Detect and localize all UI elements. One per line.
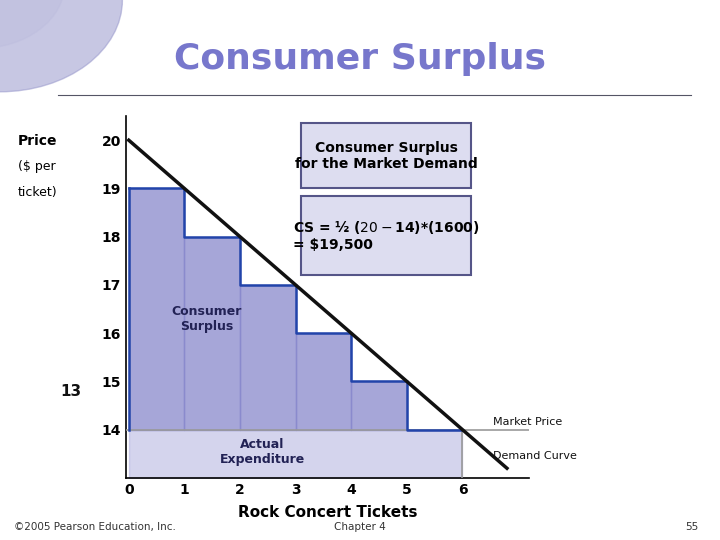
Text: CS = ½ ($20 - $14)*(1600)
= $19,500: CS = ½ ($20 - $14)*(1600) = $19,500 <box>292 219 480 252</box>
Text: 55: 55 <box>685 522 698 532</box>
Text: Price: Price <box>17 134 57 149</box>
Text: ticket): ticket) <box>17 186 57 199</box>
FancyBboxPatch shape <box>301 123 471 188</box>
Text: Consumer
Surplus: Consumer Surplus <box>171 305 242 333</box>
Text: Market Price: Market Price <box>493 417 562 427</box>
Text: Demand Curve: Demand Curve <box>493 451 577 461</box>
Text: Consumer Surplus
for the Market Demand: Consumer Surplus for the Market Demand <box>294 141 477 171</box>
Circle shape <box>0 0 65 49</box>
Text: Chapter 4: Chapter 4 <box>334 522 386 532</box>
Circle shape <box>0 0 122 92</box>
Text: 13: 13 <box>60 384 81 399</box>
Text: ($ per: ($ per <box>19 160 56 173</box>
FancyBboxPatch shape <box>301 195 471 275</box>
X-axis label: Rock Concert Tickets: Rock Concert Tickets <box>238 505 418 520</box>
Text: Consumer Surplus: Consumer Surplus <box>174 43 546 76</box>
Text: Actual
Expenditure: Actual Expenditure <box>220 438 305 467</box>
Text: ©2005 Pearson Education, Inc.: ©2005 Pearson Education, Inc. <box>14 522 176 532</box>
